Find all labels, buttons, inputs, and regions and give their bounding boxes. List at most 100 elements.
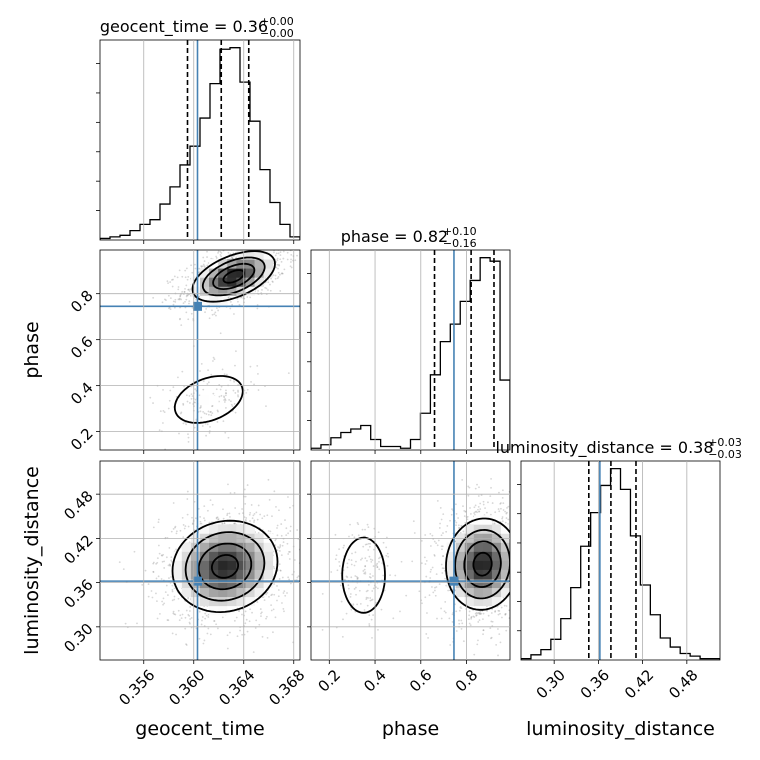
scatter-point (187, 440, 190, 443)
density-cell (464, 596, 475, 607)
scatter-point (276, 524, 279, 527)
scatter-point (187, 275, 190, 278)
scatter-point (190, 385, 193, 388)
scatter-point (514, 585, 516, 587)
scatter-point (381, 562, 384, 565)
scatter-point (439, 522, 441, 525)
scatter-point (244, 503, 247, 505)
scatter-point (189, 606, 192, 608)
density-cell (500, 542, 510, 552)
scatter-point (171, 560, 173, 563)
scatter-point (516, 582, 518, 584)
scatter-point (260, 615, 262, 618)
scatter-point (435, 542, 438, 545)
scatter-point (516, 562, 518, 564)
scatter-point (431, 566, 434, 569)
density-cell (200, 551, 210, 561)
scatter-point (435, 573, 438, 576)
scatter-point (516, 539, 518, 541)
scatter-point (516, 515, 518, 517)
scatter-point (360, 558, 362, 561)
scatter-point (255, 619, 258, 622)
scatter-point (173, 595, 176, 598)
scatter-point (271, 515, 273, 518)
density-cell (254, 277, 265, 287)
scatter-point (377, 531, 380, 534)
scatter-point (318, 524, 320, 526)
scatter-point (522, 564, 524, 566)
scatter-point (518, 570, 520, 572)
density-cell (209, 395, 219, 405)
scatter-point (523, 587, 525, 589)
scatter-point (161, 600, 163, 603)
scatter-point (372, 548, 375, 551)
scatter-point (274, 277, 277, 280)
scatter-point (433, 540, 436, 543)
density-cell (455, 551, 466, 561)
density-cell (190, 286, 201, 296)
scatter-point (516, 536, 518, 538)
scatter-point (307, 583, 309, 585)
density-cell (181, 551, 192, 561)
scatter-point (155, 592, 157, 595)
scatter-point (187, 613, 190, 616)
scatter-point (155, 562, 158, 565)
scatter-point (515, 595, 517, 597)
scatter-point (438, 583, 441, 586)
scatter-point (514, 531, 516, 533)
scatter-point (207, 627, 210, 630)
scatter-point (191, 271, 194, 274)
y-tick-label: 0.8 (67, 287, 97, 317)
scatter-point (461, 622, 464, 625)
scatter-point (152, 571, 155, 573)
scatter-point (220, 255, 223, 258)
scatter-point (211, 404, 214, 407)
truth-marker (193, 576, 202, 586)
scatter-point (369, 599, 372, 602)
scatter-point (480, 612, 483, 615)
scatter-point (357, 534, 360, 537)
scatter-point (209, 499, 212, 502)
scatter-point (233, 522, 236, 525)
scatter-point (368, 576, 371, 578)
scatter-point (265, 617, 267, 620)
scatter-point (260, 611, 263, 614)
scatter-point (267, 248, 269, 250)
scatter-point (457, 524, 460, 527)
y-tick-label: 0.6 (67, 333, 97, 363)
scatter-point (542, 553, 544, 555)
scatter-point (389, 574, 391, 577)
scatter-point (266, 514, 269, 517)
scatter-point (239, 246, 241, 248)
scatter-point (275, 505, 277, 508)
scatter-point (375, 601, 378, 604)
scatter-point (490, 636, 493, 639)
scatter-point (172, 612, 175, 615)
scatter-point (256, 235, 258, 237)
scatter-point (237, 391, 239, 393)
scatter-point (460, 524, 463, 527)
scatter-point (230, 403, 233, 406)
scatter-point (200, 405, 202, 407)
scatter-point (265, 593, 268, 596)
scatter-point (436, 544, 439, 547)
scatter-point (188, 302, 190, 305)
scatter-point (275, 216, 277, 218)
scatter-point (458, 619, 460, 622)
scatter-point (528, 565, 530, 567)
scatter-point (163, 602, 166, 605)
scatter-point (185, 609, 188, 612)
scatter-point (345, 575, 348, 578)
scatter-point (428, 594, 431, 597)
scatter-point (321, 628, 324, 631)
scatter-point (257, 373, 259, 375)
scatter-point (420, 539, 423, 542)
scatter-point (286, 238, 288, 240)
scatter-point (460, 619, 463, 622)
density-cell (209, 268, 219, 278)
scatter-point (451, 613, 454, 616)
density-cell (218, 587, 228, 598)
scatter-point (151, 596, 154, 599)
density-cell (254, 578, 265, 589)
scatter-point (305, 550, 307, 552)
